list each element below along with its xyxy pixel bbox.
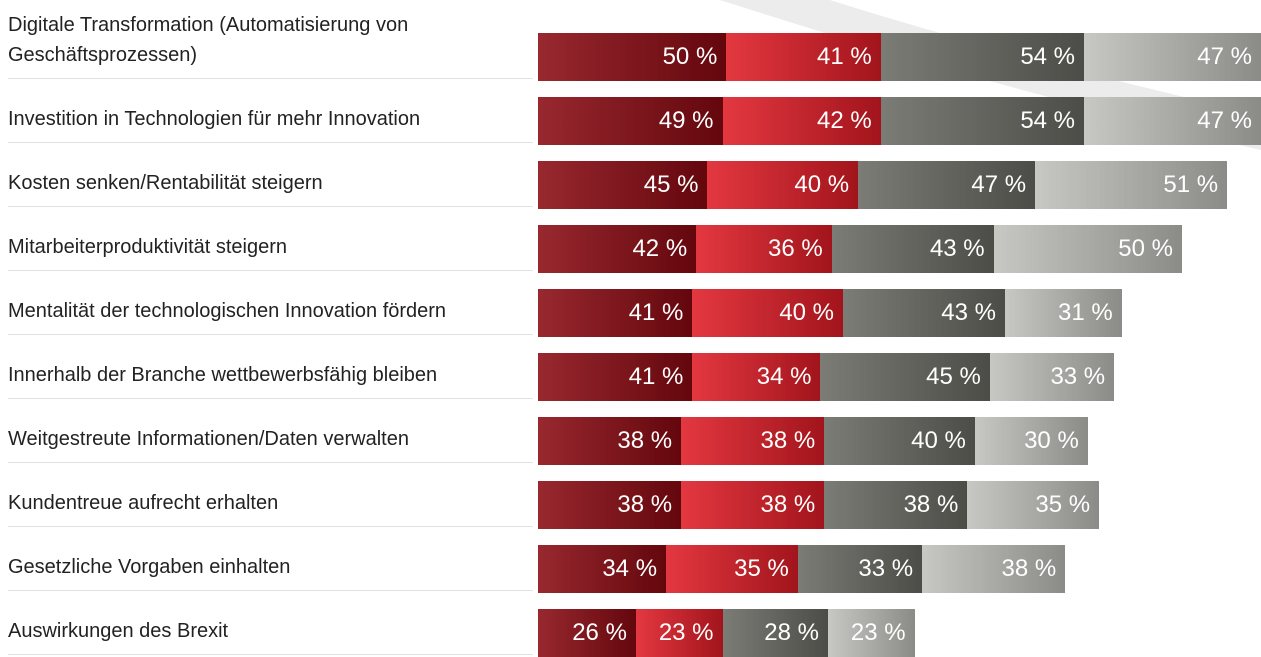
bar-segment: 35 % bbox=[666, 545, 798, 593]
value-label: 51 % bbox=[1163, 171, 1219, 198]
bar-segment: 30 % bbox=[974, 417, 1088, 465]
value-label: 45 % bbox=[926, 363, 981, 390]
bar-segment: 43 % bbox=[843, 289, 1005, 337]
bar-segment: 23 % bbox=[827, 609, 915, 657]
value-label: 34 % bbox=[602, 555, 658, 582]
value-label: 40 % bbox=[779, 299, 835, 326]
category-label: Kundentreue aufrecht erhalten bbox=[8, 443, 533, 527]
value-label: 43 % bbox=[941, 299, 996, 326]
category-label: Mitarbeiterproduktivität steigern bbox=[8, 187, 533, 271]
bar-segment: 45 % bbox=[538, 161, 707, 209]
bar-segment: 26 % bbox=[538, 609, 636, 657]
value-label: 40 % bbox=[911, 427, 966, 454]
value-label: 54 % bbox=[1020, 43, 1076, 70]
bar-segment: 38 % bbox=[681, 481, 824, 529]
value-label: 40 % bbox=[794, 171, 850, 198]
value-label: 49 % bbox=[658, 107, 714, 134]
bar-segment: 38 % bbox=[681, 417, 824, 465]
bar-segment: 33 % bbox=[989, 353, 1114, 401]
category-label: Mentalität der technologischen Innovatio… bbox=[8, 251, 533, 335]
value-label: 41 % bbox=[816, 43, 872, 70]
bar-segment: 42 % bbox=[722, 97, 881, 145]
value-label: 31 % bbox=[1057, 299, 1113, 326]
value-label: 42 % bbox=[632, 235, 688, 262]
value-label: 50 % bbox=[1118, 235, 1173, 262]
bar-segment: 28 % bbox=[722, 609, 828, 657]
bar-segment: 38 % bbox=[538, 417, 681, 465]
value-label: 38 % bbox=[760, 427, 816, 454]
bar-segment: 54 % bbox=[880, 97, 1084, 145]
bar-segment: 54 % bbox=[880, 33, 1084, 81]
value-label: 47 % bbox=[1197, 43, 1252, 70]
value-label: 43 % bbox=[929, 235, 985, 262]
bar-segment: 49 % bbox=[538, 97, 723, 145]
category-label: Kosten senken/Rentabilität steigern bbox=[8, 123, 533, 207]
value-label: 33 % bbox=[858, 555, 914, 582]
value-label: 23 % bbox=[850, 619, 906, 646]
value-label: 35 % bbox=[1035, 491, 1091, 518]
value-label: 47 % bbox=[1197, 107, 1252, 134]
value-label: 28 % bbox=[764, 619, 819, 646]
bar-segment: 23 % bbox=[635, 609, 723, 657]
value-label: 42 % bbox=[816, 107, 872, 134]
bar-segment: 38 % bbox=[538, 481, 681, 529]
bar-segment: 50 % bbox=[538, 33, 726, 81]
value-label: 41 % bbox=[628, 299, 684, 326]
value-label: 35 % bbox=[734, 555, 789, 582]
bar-segment: 35 % bbox=[967, 481, 1099, 529]
category-label: Digitale Transformation (Automatisierung… bbox=[8, 0, 533, 79]
bar-segment: 50 % bbox=[993, 225, 1182, 273]
category-label: Gesetzliche Vorgaben einhalten bbox=[8, 507, 533, 591]
value-label: 26 % bbox=[572, 619, 627, 646]
bar-segment: 38 % bbox=[922, 545, 1065, 593]
value-label: 38 % bbox=[903, 491, 959, 518]
value-label: 38 % bbox=[760, 491, 816, 518]
value-label: 23 % bbox=[658, 619, 714, 646]
bar-segment: 41 % bbox=[538, 353, 692, 401]
bar-segment: 36 % bbox=[696, 225, 832, 273]
bar-segment: 38 % bbox=[824, 481, 967, 529]
value-label: 47 % bbox=[971, 171, 1027, 198]
bar-segment: 40 % bbox=[692, 289, 843, 337]
value-label: 34 % bbox=[756, 363, 812, 390]
bar-segment: 40 % bbox=[707, 161, 858, 209]
value-label: 38 % bbox=[1001, 555, 1057, 582]
bar-segment: 47 % bbox=[1084, 33, 1261, 81]
bar-segment: 34 % bbox=[692, 353, 820, 401]
category-label: Auswirkungen des Brexit bbox=[8, 571, 533, 655]
value-label: 36 % bbox=[768, 235, 823, 262]
value-label: 38 % bbox=[617, 491, 673, 518]
value-label: 41 % bbox=[628, 363, 684, 390]
bar-segment: 47 % bbox=[858, 161, 1035, 209]
bar-segment: 42 % bbox=[538, 225, 696, 273]
bar-segment: 33 % bbox=[797, 545, 922, 593]
bar-segment: 51 % bbox=[1035, 161, 1227, 209]
value-label: 50 % bbox=[662, 43, 718, 70]
category-label: Investition in Technologien für mehr Inn… bbox=[8, 59, 533, 143]
bar-segment: 43 % bbox=[831, 225, 994, 273]
bar-segment: 47 % bbox=[1084, 97, 1261, 145]
value-label: 38 % bbox=[617, 427, 673, 454]
bar-segment: 31 % bbox=[1004, 289, 1122, 337]
value-label: 30 % bbox=[1024, 427, 1079, 454]
value-label: 33 % bbox=[1050, 363, 1106, 390]
bar-segment: 34 % bbox=[538, 545, 666, 593]
category-label: Innerhalb der Branche wettbewerbsfähig b… bbox=[8, 315, 533, 399]
bar-segment: 41 % bbox=[726, 33, 880, 81]
bar-segment: 41 % bbox=[538, 289, 692, 337]
value-label: 54 % bbox=[1020, 107, 1076, 134]
bar-segment: 45 % bbox=[820, 353, 989, 401]
category-label: Weitgestreute Informationen/Daten verwal… bbox=[8, 379, 533, 463]
bar-segment: 40 % bbox=[824, 417, 975, 465]
value-label: 45 % bbox=[643, 171, 699, 198]
